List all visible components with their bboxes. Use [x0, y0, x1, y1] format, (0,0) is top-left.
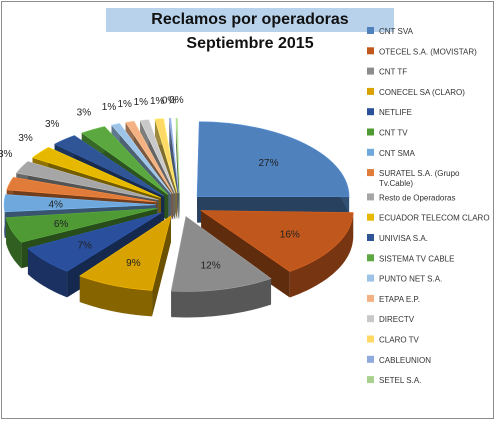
data-label: 3%	[18, 133, 33, 144]
data-label: 9%	[126, 258, 141, 269]
pie-slices	[3, 117, 354, 318]
legend-swatch	[367, 47, 374, 55]
legend-swatch	[367, 335, 374, 343]
legend-label: CNT TV	[379, 129, 408, 138]
legend-item: PUNTO NET S.A.	[367, 274, 442, 284]
legend-swatch	[367, 376, 374, 384]
legend-label: CABLEUNION	[379, 356, 431, 365]
chart-title: Reclamos por operadoras Septiembre 2015	[106, 8, 394, 52]
legend-label: SETEL S.A.	[379, 376, 421, 385]
data-label: 0%	[162, 95, 177, 106]
data-label: 1%	[150, 96, 165, 107]
data-labels: 27%16%12%9%7%6%4%3%3%3%3%3%1%1%1%1%0%0%	[0, 95, 300, 271]
legend-label: CLARO TV	[379, 336, 420, 345]
legend-item: CLARO TV	[367, 335, 420, 345]
data-label: 6%	[54, 219, 69, 230]
legend-label: ECUADOR TELECOM CLARO	[379, 214, 490, 223]
legend-item: UNIVISA S.A.	[367, 234, 428, 243]
legend-label: SURATEL S.A. (Grupo	[379, 169, 460, 178]
data-label: 0%	[169, 95, 184, 106]
legend-item: Resto de Operadoras	[367, 193, 456, 202]
legend-label: CNT SVA	[379, 27, 414, 36]
legend-swatch	[367, 213, 374, 221]
legend-label: NETLIFE	[379, 108, 412, 117]
data-label: 3%	[0, 149, 13, 160]
legend-item: SISTEMA TV CABLE	[367, 254, 454, 263]
legend-swatch	[367, 108, 374, 116]
legend-item: ECUADOR TELECOM CLARO	[367, 213, 490, 223]
legend-item: CONECEL SA (CLARO)	[367, 87, 465, 97]
data-label: 3%	[45, 119, 60, 130]
legend-item: CABLEUNION	[367, 355, 431, 365]
legend: CNT SVA OTECEL S.A. (MOVISTAR) CNT TF CONEC…	[367, 27, 490, 385]
legend-swatch	[367, 193, 374, 201]
legend-label: ETAPA E.P.	[379, 295, 420, 304]
data-label: 16%	[280, 230, 300, 241]
data-label: 7%	[77, 240, 92, 251]
legend-swatch	[367, 294, 374, 302]
pie-slice	[196, 121, 350, 223]
legend-swatch	[367, 169, 374, 177]
data-label: 1%	[134, 97, 149, 108]
pie-slice	[79, 215, 172, 317]
legend-item: SETEL S.A.	[367, 376, 421, 385]
legend-label: PUNTO NET S.A.	[379, 275, 442, 284]
legend-swatch	[367, 87, 374, 95]
legend-label: OTECEL S.A. (MOVISTAR)	[379, 47, 477, 56]
legend-swatch	[367, 315, 374, 323]
legend-label: Tv.Cable)	[379, 179, 413, 188]
legend-item: CNT SMA	[367, 148, 416, 158]
legend-label: CONECEL SA (CLARO)	[379, 88, 465, 97]
legend-item: CNT SVA	[367, 27, 414, 36]
pie-slice	[175, 117, 180, 220]
legend-item: ETAPA E.P.	[367, 294, 420, 304]
legend-swatch	[367, 128, 374, 136]
legend-label: Resto de Operadoras	[379, 193, 456, 202]
pie-slice	[200, 210, 354, 298]
legend-label: CNT TF	[379, 68, 407, 77]
legend-label: DIRECTV	[379, 315, 415, 324]
legend-item: NETLIFE	[367, 108, 412, 117]
data-label: 1%	[102, 102, 117, 113]
legend-item: CNT TV	[367, 128, 408, 138]
legend-swatch	[367, 234, 374, 241]
legend-swatch	[367, 274, 374, 282]
legend-item: OTECEL S.A. (MOVISTAR)	[367, 47, 477, 56]
legend-swatch	[367, 67, 374, 75]
legend-item: CNT TF	[367, 67, 407, 77]
legend-swatch	[367, 27, 374, 34]
data-label: 1%	[117, 99, 132, 110]
data-label: 27%	[258, 158, 278, 169]
legend-swatch	[367, 355, 374, 363]
legend-swatch	[367, 148, 374, 156]
data-label: 12%	[201, 261, 221, 272]
legend-label: SISTEMA TV CABLE	[379, 254, 454, 263]
legend-swatch	[367, 254, 374, 262]
legend-label: CNT SMA	[379, 149, 416, 158]
data-label: 4%	[48, 200, 63, 211]
legend-label: UNIVISA S.A.	[379, 234, 428, 243]
legend-item: DIRECTV	[367, 315, 415, 324]
pie-slice	[170, 215, 272, 318]
data-label: 3%	[77, 108, 92, 119]
